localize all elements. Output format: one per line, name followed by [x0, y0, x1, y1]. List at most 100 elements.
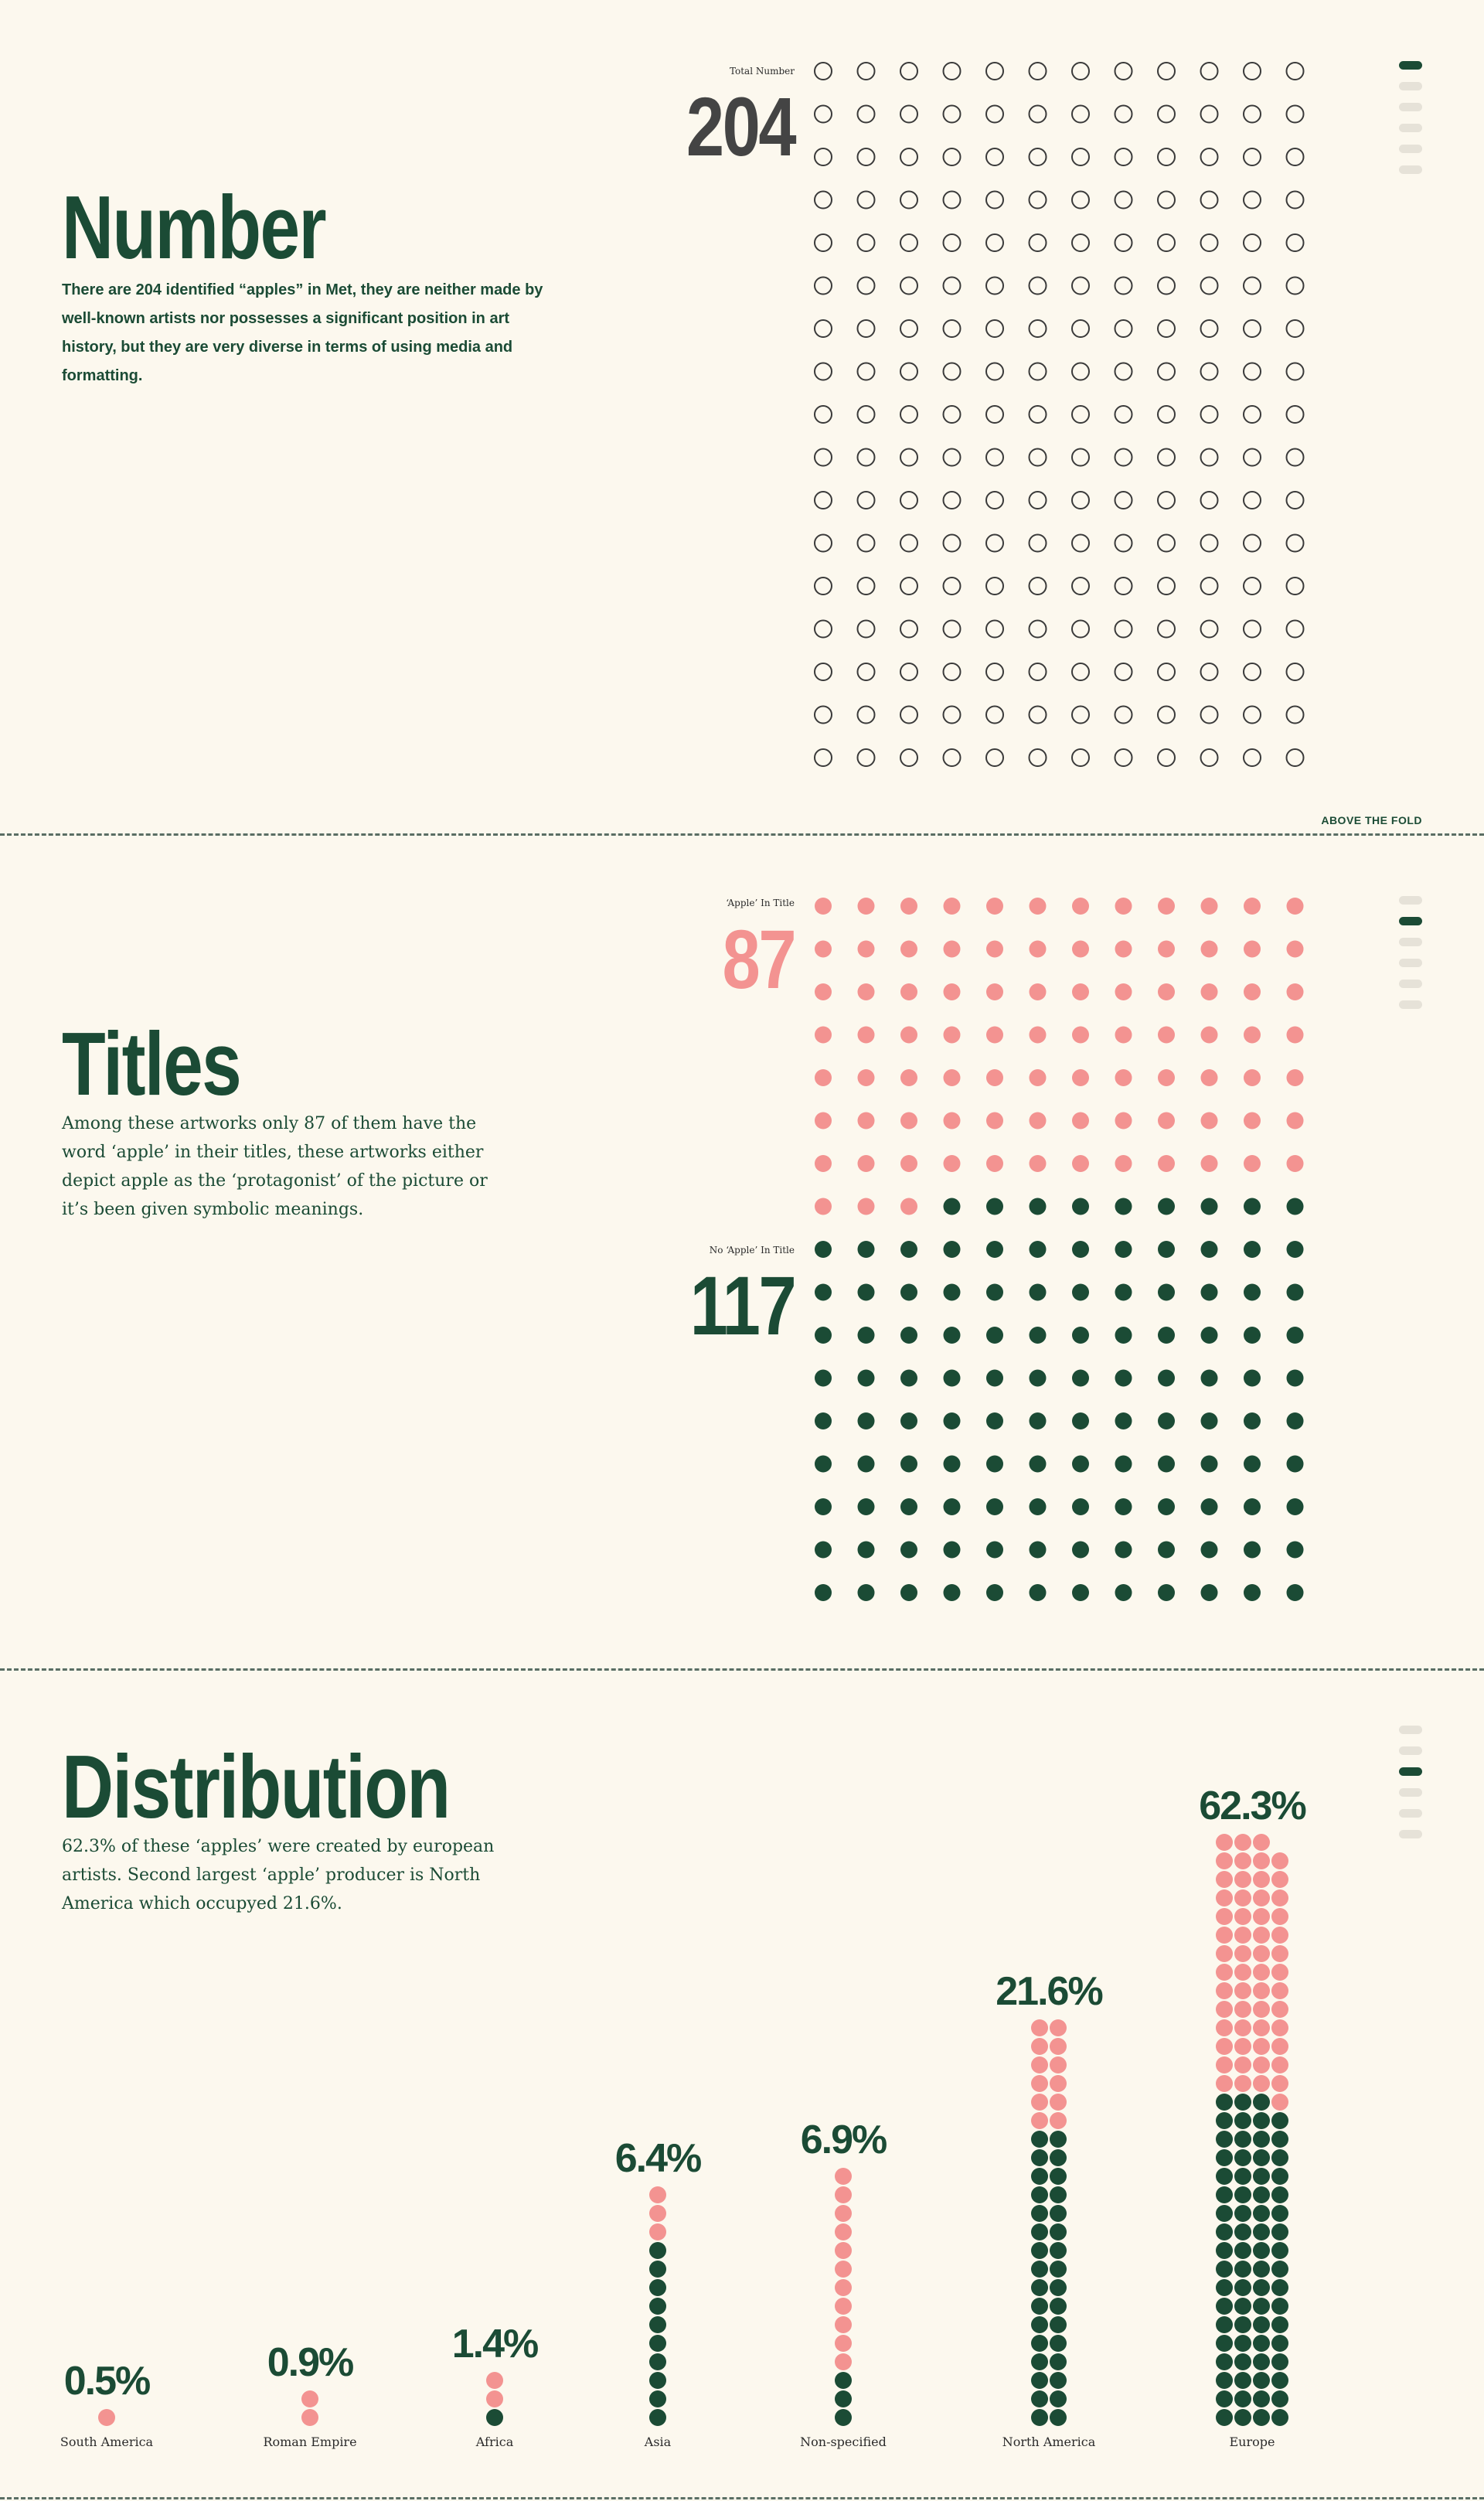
dot-no-apple: [1216, 2316, 1233, 2333]
titles-waffle: [815, 898, 1304, 1601]
dot-no-apple: [1216, 2149, 1233, 2166]
waffle-dot-series-0: [900, 62, 918, 80]
waffle-dot-series-0: [1072, 1112, 1089, 1130]
dot-no-apple: [1271, 2335, 1288, 2352]
waffle-dot-series-1: [1115, 1498, 1132, 1515]
waffle-dot-series-0: [1071, 362, 1090, 381]
waffle-dot-series-0: [1157, 104, 1176, 124]
nav-pip-distribution[interactable]: [1399, 1767, 1422, 1776]
dot-no-apple: [1050, 2372, 1067, 2389]
nav-pip-6[interactable]: [1399, 165, 1422, 174]
dot-no-apple: [1271, 2390, 1288, 2407]
waffle-dot-series-1: [1200, 1498, 1218, 1515]
waffle-dot-series-0: [942, 190, 962, 210]
waffle-dot-series-1: [986, 1327, 1003, 1344]
dot-apple-in-title: [835, 2223, 852, 2240]
waffle-dot-series-1: [900, 1283, 917, 1301]
dot-no-apple: [1216, 2223, 1233, 2240]
waffle-dot-series-0: [986, 1155, 1003, 1172]
dot-apple-in-title: [1216, 1834, 1233, 1851]
waffle-dot-series-0: [1028, 104, 1047, 124]
dot-apple-in-title: [1216, 1852, 1233, 1869]
dot-apple-in-title: [1216, 1889, 1233, 1906]
waffle-dot-series-0: [986, 1026, 1003, 1044]
dot-no-apple: [1253, 2094, 1270, 2111]
dot-no-apple: [1216, 2168, 1233, 2185]
waffle-dot-series-0: [942, 577, 962, 595]
waffle-dot-series-0: [1244, 1026, 1261, 1044]
dot-apple-in-title: [1050, 2094, 1067, 2111]
waffle-dot-series-1: [1244, 1498, 1261, 1515]
nav-pip-2[interactable]: [1399, 1746, 1422, 1755]
dot-no-apple: [1031, 2261, 1048, 2278]
dot-apple-in-title: [1216, 1945, 1233, 1962]
waffle-dot-series-1: [943, 1369, 961, 1387]
waffle-dot-series-1: [1072, 1241, 1089, 1258]
nav-pip-4[interactable]: [1399, 124, 1422, 132]
dot-apple-in-title: [1271, 1945, 1288, 1962]
nav-pip-5[interactable]: [1399, 980, 1422, 988]
waffle-dot-series-0: [814, 148, 832, 166]
dot-apple-in-title: [1234, 1852, 1251, 1869]
waffle-dot-series-0: [1200, 705, 1219, 724]
waffle-dot-series-0: [1071, 148, 1090, 166]
nav-pip-3[interactable]: [1399, 938, 1422, 946]
dot-no-apple: [1050, 2335, 1067, 2352]
dot-no-apple: [1216, 2242, 1233, 2259]
dot-no-apple: [1234, 2372, 1251, 2389]
nav-pip-5[interactable]: [1399, 1809, 1422, 1818]
waffle-dot-series-0: [1200, 663, 1219, 681]
dot-no-apple: [1234, 2223, 1251, 2240]
dot-no-apple: [1050, 2353, 1067, 2370]
nav-pip-6[interactable]: [1399, 1000, 1422, 1009]
waffle-dot-series-0: [1285, 62, 1305, 80]
nav-pip-4[interactable]: [1399, 1788, 1422, 1797]
waffle-dot-series-0: [1157, 577, 1176, 595]
waffle-dot-series-1: [1286, 1498, 1304, 1515]
waffle-dot-series-1: [815, 1412, 832, 1429]
waffle-dot-series-0: [943, 940, 961, 958]
dot-no-apple: [1050, 2298, 1067, 2315]
nav-pip-5[interactable]: [1399, 145, 1422, 153]
dot-no-apple: [1216, 2261, 1233, 2278]
waffle-dot-series-1: [1158, 1498, 1175, 1515]
dot-no-apple: [1271, 2279, 1288, 2296]
total-number-waffle: [814, 62, 1305, 767]
waffle-dot-series-0: [942, 533, 962, 553]
dot-no-apple: [1031, 2242, 1048, 2259]
waffle-dot-series-1: [986, 1584, 1003, 1601]
dot-apple-in-title: [1216, 1982, 1233, 1999]
nav-pip-3[interactable]: [1399, 103, 1422, 111]
dot-apple-in-title: [1216, 2075, 1233, 2092]
waffle-dot-series-0: [900, 1155, 917, 1172]
waffle-dot-series-0: [1028, 62, 1047, 80]
dot-apple-in-title: [1253, 1964, 1270, 1981]
waffle-dot-series-0: [1157, 362, 1176, 381]
category-label: Asia: [644, 2435, 672, 2449]
dot-no-apple: [1050, 2131, 1067, 2148]
nav-pip-1[interactable]: [1399, 896, 1422, 905]
nav-pip-6[interactable]: [1399, 1830, 1422, 1838]
dot-no-apple: [1253, 2242, 1270, 2259]
waffle-dot-series-0: [1286, 1112, 1304, 1130]
waffle-dot-series-0: [1157, 62, 1176, 80]
waffle-dot-series-1: [900, 1369, 917, 1387]
dot-no-apple: [649, 2353, 666, 2370]
dot-no-apple: [1234, 2094, 1251, 2111]
waffle-dot-series-0: [1200, 276, 1219, 295]
waffle-dot-series-0: [1028, 276, 1047, 295]
dot-apple-in-title: [1271, 1852, 1288, 1869]
nav-pip-titles[interactable]: [1399, 917, 1422, 925]
dot-apple-in-title: [1271, 1908, 1288, 1925]
section-nav: [1399, 1726, 1422, 1851]
nav-pip-4[interactable]: [1399, 959, 1422, 967]
waffle-dot-series-0: [1243, 748, 1261, 767]
percent-label: 62.3%: [1199, 1784, 1305, 1828]
dot-apple-in-title: [1216, 2056, 1233, 2073]
nav-pip-2[interactable]: [1399, 82, 1422, 90]
nav-pip-1[interactable]: [1399, 1726, 1422, 1734]
waffle-dot-series-0: [1115, 983, 1132, 1000]
waffle-dot-series-0: [1114, 319, 1133, 338]
nav-pip-number[interactable]: [1399, 61, 1422, 70]
dot-apple-in-title: [1234, 1927, 1251, 1944]
